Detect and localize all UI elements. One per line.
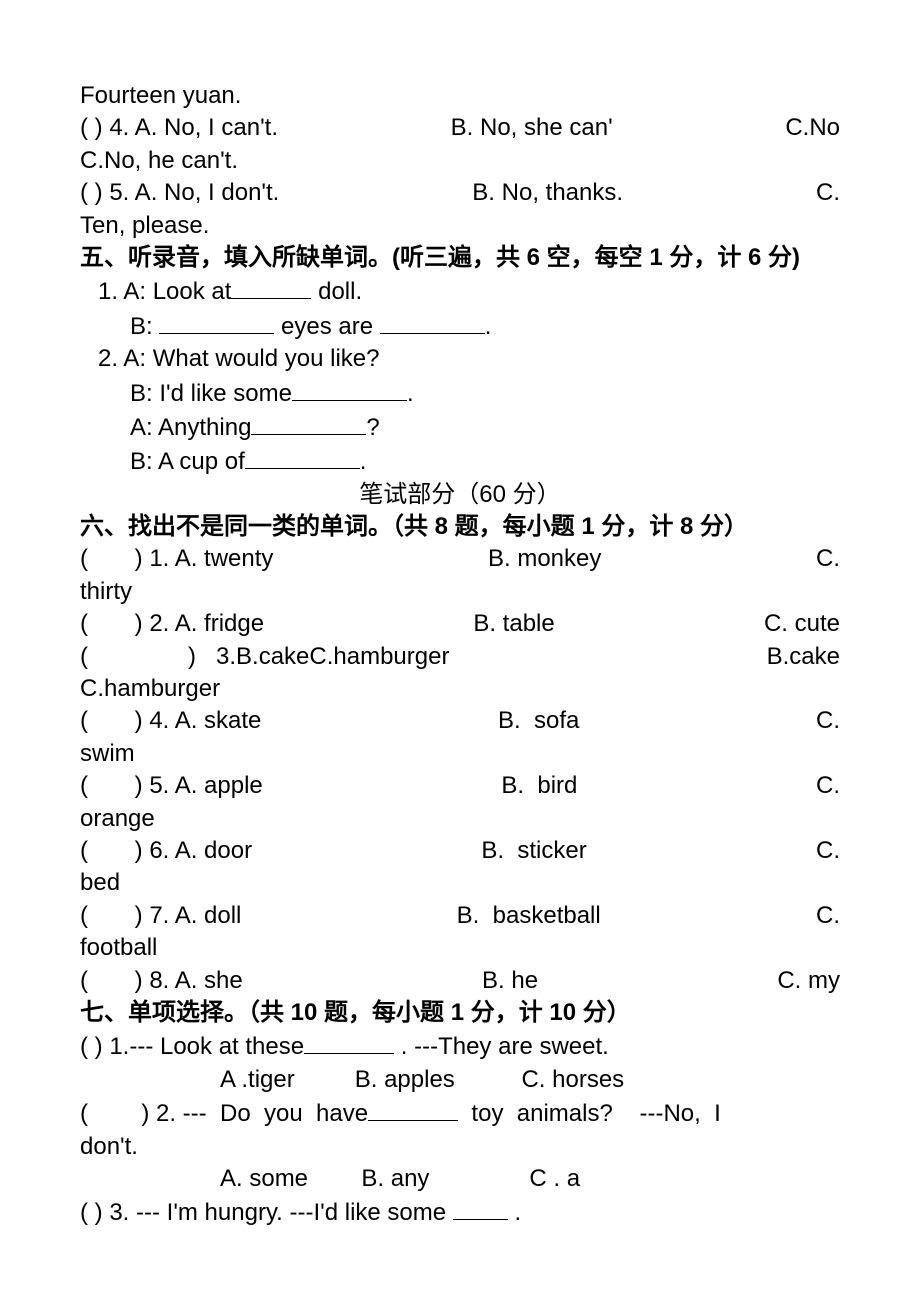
- opt-c: C.: [816, 705, 840, 737]
- opt-c: C. cute: [764, 608, 840, 640]
- opt-a: ( ) 4. A. skate: [80, 705, 261, 737]
- opt-b: B. basketball: [457, 900, 601, 932]
- q5-a: ( ) 5. A. No, I don't.: [80, 177, 279, 209]
- table-row: ( ) 7. A. doll B. basketball C.: [80, 900, 840, 932]
- blank[interactable]: [292, 376, 407, 401]
- row-wrap: orange: [80, 803, 840, 835]
- table-row: ( ) 3.B.cakeC.hamburger B.cake: [80, 641, 840, 673]
- s7-q1: ( ) 1.--- Look at these . ---They are sw…: [80, 1029, 840, 1063]
- opt-b: B. bird: [501, 770, 577, 802]
- table-row: ( ) 8. A. she B. he C. my: [80, 965, 840, 997]
- opt-a: ( ) 6. A. door: [80, 835, 252, 867]
- opt-a: ( ) 3.B.cakeC.hamburger: [80, 641, 449, 673]
- s5-l2a: 2. A: What would you like?: [80, 343, 840, 375]
- opt-c: C.: [816, 835, 840, 867]
- table-row: ( ) 1. A. twenty B. monkey C.: [80, 543, 840, 575]
- s5-l2b: B: I'd like some.: [80, 376, 840, 410]
- opt-a: ( ) 7. A. doll: [80, 900, 241, 932]
- blank[interactable]: [159, 309, 274, 334]
- text-line: Fourteen yuan.: [80, 80, 840, 112]
- text: .: [508, 1199, 521, 1226]
- q4-wrap: C.No, he can't.: [80, 145, 840, 177]
- row-wrap: football: [80, 932, 840, 964]
- table-row: ( ) 6. A. door B. sticker C.: [80, 835, 840, 867]
- s7-q2: ( ) 2. --- Do you have toy animals? ---N…: [80, 1096, 840, 1130]
- opt-b: B. sofa: [498, 705, 579, 737]
- blank[interactable]: [231, 274, 311, 299]
- question-5: ( ) 5. A. No, I don't. B. No, thanks. C.: [80, 177, 840, 209]
- section5-heading: 五、听录音，填入所缺单词。(听三遍，共 6 空，每空 1 分，计 6 分): [80, 242, 840, 274]
- opt-c: C.: [816, 900, 840, 932]
- s7-q2-wrap: don't.: [80, 1131, 840, 1163]
- opt-b: B. sticker: [481, 835, 586, 867]
- text: ( ) 1.--- Look at these: [80, 1033, 304, 1060]
- text: .: [407, 380, 414, 407]
- text: B: I'd like some: [130, 380, 292, 407]
- table-row: ( ) 2. A. fridge B. table C. cute: [80, 608, 840, 640]
- text: . ---They are sweet.: [394, 1033, 609, 1060]
- text: doll.: [311, 278, 362, 305]
- blank[interactable]: [453, 1195, 508, 1220]
- opt-a: ( ) 2. A. fridge: [80, 608, 264, 640]
- blank[interactable]: [245, 444, 360, 469]
- blank[interactable]: [380, 309, 485, 334]
- opt-c: B.cake: [767, 641, 840, 673]
- opt-c: C.: [816, 770, 840, 802]
- opt-c: C.: [816, 543, 840, 575]
- section6-heading: 六、找出不是同一类的单词。（共 8 题，每小题 1 分，计 8 分）: [80, 511, 840, 543]
- q4-c: C.No: [785, 112, 840, 144]
- q5-c: C.: [816, 177, 840, 209]
- q5-wrap: Ten, please.: [80, 210, 840, 242]
- text: ( ) 3. --- I'm hungry. ---I'd like some: [80, 1199, 453, 1226]
- table-row: ( ) 5. A. apple B. bird C.: [80, 770, 840, 802]
- text: .: [485, 313, 492, 340]
- section6-rows: ( ) 1. A. twentyB. monkeyC.thirty( ) 2. …: [80, 543, 840, 996]
- q4-b: B. No, she can': [451, 112, 613, 144]
- text: ?: [366, 414, 379, 441]
- row-wrap: C.hamburger: [80, 673, 840, 705]
- table-row: ( ) 4. A. skate B. sofa C.: [80, 705, 840, 737]
- s5-l2c: A: Anything?: [80, 410, 840, 444]
- s5-l1a: 1. A: Look at doll.: [80, 274, 840, 308]
- text: ( ) 2. --- Do you have: [80, 1100, 368, 1127]
- q5-b: B. No, thanks.: [472, 177, 623, 209]
- s5-l1b: B: eyes are .: [80, 309, 840, 343]
- row-wrap: thirty: [80, 576, 840, 608]
- opt-b: B. monkey: [488, 543, 601, 575]
- opt-a: ( ) 8. A. she: [80, 965, 243, 997]
- text: A: Anything: [130, 414, 251, 441]
- text: 1. A: Look at: [98, 278, 231, 305]
- s7-q2-opts: A. some B. any C . a: [80, 1163, 840, 1195]
- question-4: ( ) 4. A. No, I can't. B. No, she can' C…: [80, 112, 840, 144]
- opt-a: ( ) 5. A. apple: [80, 770, 263, 802]
- text: B: A cup of: [130, 448, 245, 475]
- row-wrap: bed: [80, 867, 840, 899]
- blank[interactable]: [368, 1096, 458, 1121]
- s5-l2d: B: A cup of.: [80, 444, 840, 478]
- q4-a: ( ) 4. A. No, I can't.: [80, 112, 278, 144]
- text: .: [360, 448, 367, 475]
- blank[interactable]: [304, 1029, 394, 1054]
- text: B:: [130, 313, 159, 340]
- opt-b: B. table: [473, 608, 554, 640]
- text: toy animals? ---No, I: [458, 1100, 721, 1127]
- section7-heading: 七、单项选择。（共 10 题，每小题 1 分，计 10 分）: [80, 997, 840, 1029]
- s7-q3: ( ) 3. --- I'm hungry. ---I'd like some …: [80, 1195, 840, 1229]
- opt-b: B. he: [482, 965, 538, 997]
- blank[interactable]: [251, 410, 366, 435]
- written-header: 笔试部分（60 分）: [80, 479, 840, 511]
- row-wrap: swim: [80, 738, 840, 770]
- s7-q1-opts: A .tiger B. apples C. horses: [80, 1064, 840, 1096]
- opt-a: ( ) 1. A. twenty: [80, 543, 273, 575]
- text: eyes are: [274, 313, 379, 340]
- opt-c: C. my: [777, 965, 840, 997]
